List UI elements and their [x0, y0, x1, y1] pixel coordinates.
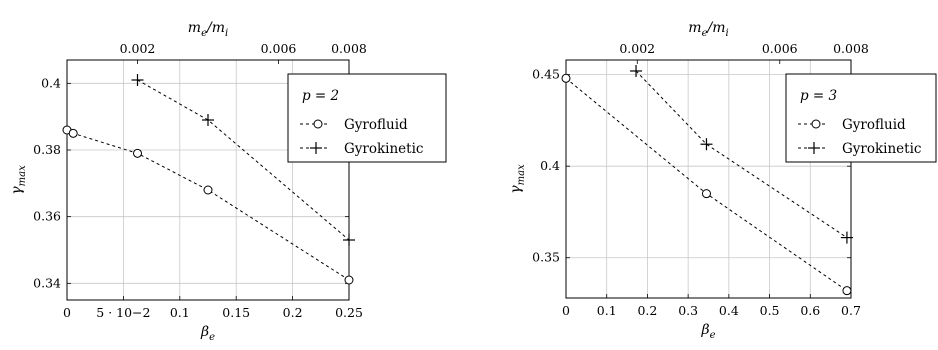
gyrokinetic-point: [131, 74, 144, 86]
x-tick-label: 0.2: [637, 303, 657, 318]
gyrofluid-point: [842, 286, 852, 296]
legend-entry-gyrofluid: Gyrofluid: [344, 117, 408, 133]
gyrofluid-point: [561, 73, 571, 83]
legend-entry-gyrokinetic: Gyrokinetic: [842, 141, 921, 157]
series-line-gyrokinetic: [137, 79, 350, 241]
y-axis-label: γmax: [508, 164, 527, 194]
y-axis-label: γmax: [9, 165, 28, 195]
x-tick-label: 0.5: [760, 303, 780, 318]
x-tick-label: 0: [562, 303, 570, 318]
x-tick-label: 0.7: [841, 303, 861, 318]
gyrofluid-point: [68, 128, 78, 138]
legend-circle-marker: [313, 119, 323, 129]
legend-box: [785, 73, 937, 163]
plot-frame: [565, 59, 852, 299]
gyrokinetic-point: [343, 234, 355, 246]
legend-entry-gyrokinetic: Gyrokinetic: [344, 141, 423, 157]
gyrofluid-point: [344, 275, 354, 285]
y-tick-label: 0.4: [41, 75, 61, 90]
legend-title: p = 2: [302, 88, 339, 104]
top-tick-label: 0.008: [331, 41, 367, 56]
gyrofluid-point: [203, 185, 213, 195]
top-axis-label: me/mi: [188, 20, 228, 39]
top-tick-label: 0.002: [120, 41, 156, 56]
gyrofluid-point: [701, 189, 711, 199]
top-tick-label: 0.002: [619, 41, 655, 56]
chart-p3: 0 0.1 0.2 0.3 0.4 0.5 0.6 0.7 0.35 0.4 0.45 0.002 0.…: [508, 20, 937, 341]
y-tick-label: 0.35: [532, 250, 560, 265]
legend-entry-gyrofluid: Gyrofluid: [842, 117, 906, 133]
gyrokinetic-point: [700, 138, 713, 151]
y-tick-label: 0.34: [33, 275, 61, 290]
legend-box: [287, 73, 447, 163]
y-tick-label: 0.36: [33, 209, 61, 224]
gyrokinetic-point: [202, 114, 214, 126]
x-tick-label: 0.25: [335, 305, 363, 320]
legend-circle-marker: [811, 119, 821, 129]
x-tick-label: 0.2: [283, 305, 303, 320]
gyrokinetic-point: [630, 64, 643, 77]
y-tick-label: 0.4: [540, 158, 560, 173]
chart-p2: 0 5 · 10−2 0.1 0.15 0.2 0.25 0.34 0.36 0.38 0.4 0.…: [9, 20, 447, 343]
x-axis-label: βe: [700, 322, 715, 341]
x-tick-label: 0.15: [222, 305, 250, 320]
top-tick-label: 0.008: [833, 41, 869, 56]
top-axis-label: me/mi: [688, 20, 728, 39]
y-tick-label: 0.38: [33, 142, 61, 157]
x-tick-label: 0.4: [719, 303, 739, 318]
y-tick-label: 0.45: [532, 67, 560, 82]
x-tick-label: 0.1: [170, 305, 190, 320]
top-tick-label: 0.006: [261, 41, 297, 56]
gyrokinetic-point: [840, 231, 853, 244]
plot-frame: [66, 59, 350, 301]
legend: p = 2 Gyrofluid Gyrokinetic: [287, 73, 447, 163]
x-axis-label: βe: [200, 324, 215, 343]
x-tick-label: 0: [63, 305, 71, 320]
x-tick-label: 0.1: [597, 303, 617, 318]
gyrofluid-point: [133, 148, 142, 158]
legend: p = 3 Gyrofluid Gyrokinetic: [785, 73, 937, 163]
x-tick-label: 0.6: [800, 303, 820, 318]
x-tick-label: 0.3: [678, 303, 698, 318]
x-tick-label: 5 · 10−2: [96, 305, 150, 320]
legend-title: p = 3: [800, 88, 837, 104]
top-tick-label: 0.006: [762, 41, 798, 56]
